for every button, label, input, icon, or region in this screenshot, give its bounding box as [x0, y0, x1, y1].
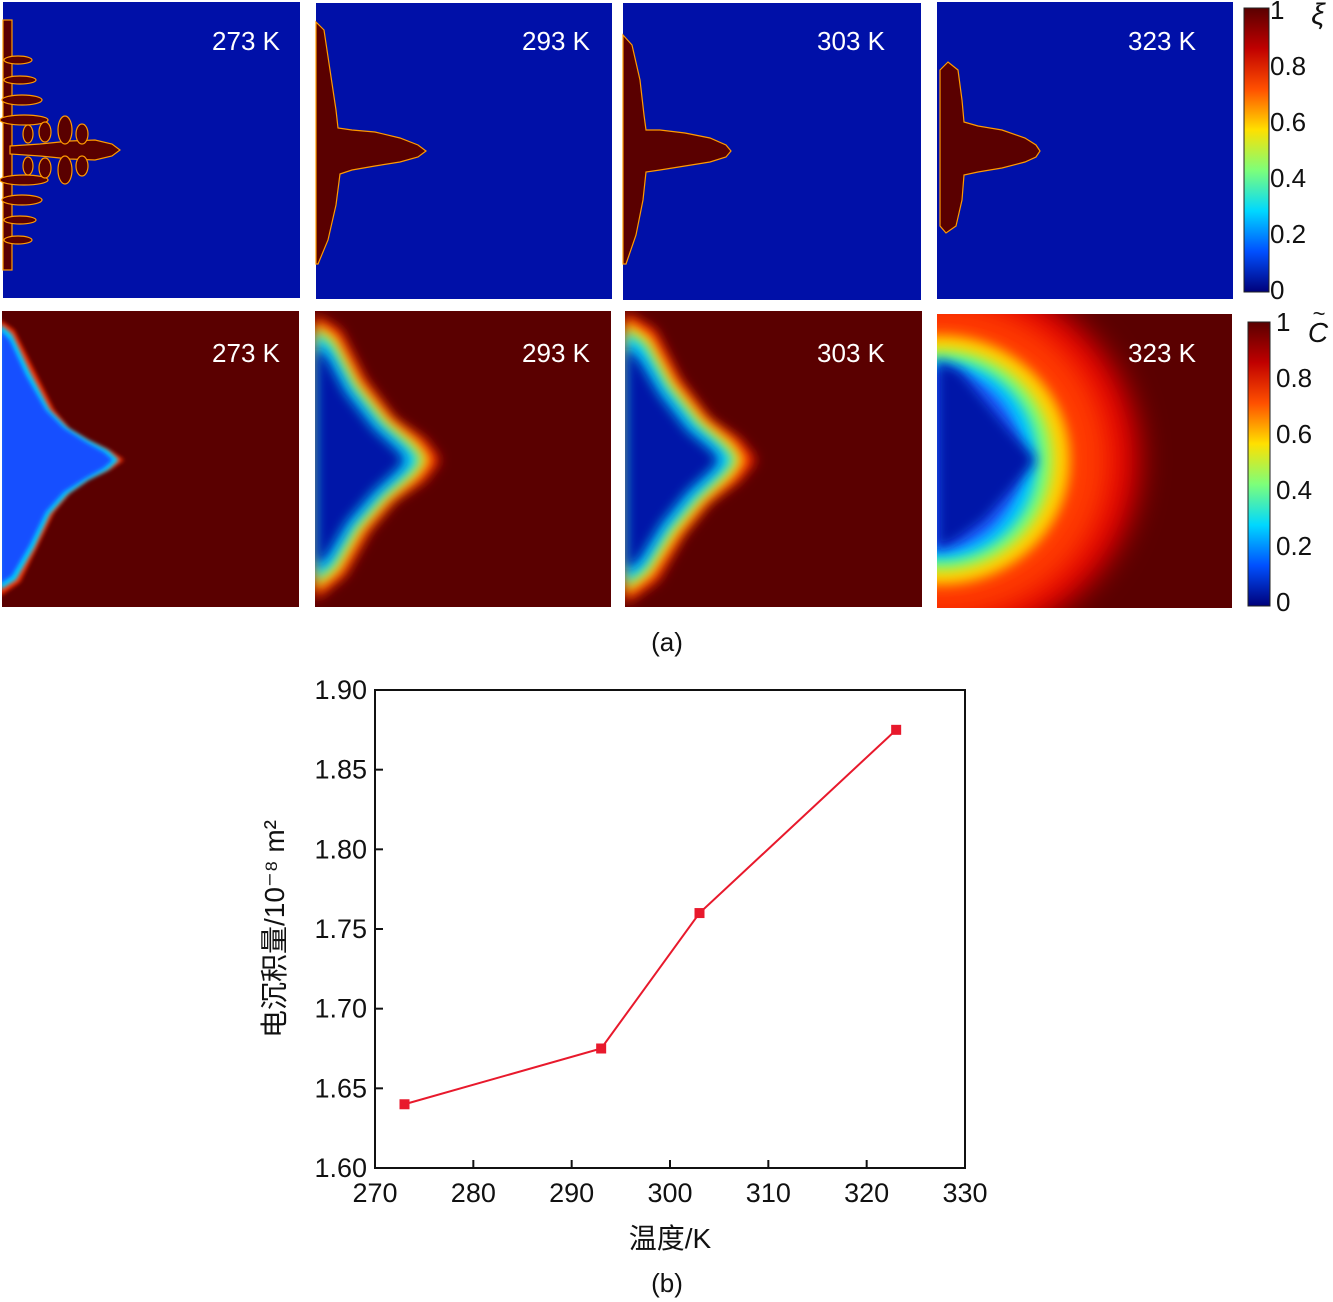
data-point	[891, 724, 902, 735]
y-tick-label: 1.70	[314, 994, 367, 1024]
y-tick-label: 1.65	[314, 1073, 367, 1103]
x-tick-label: 280	[451, 1178, 496, 1208]
data-point	[399, 1099, 410, 1110]
c-depletion-273	[2, 332, 113, 583]
xi-panel-293: 293 K	[315, 3, 612, 299]
xi-label-323: 323 K	[1128, 26, 1197, 56]
x-tick-label: 320	[844, 1178, 889, 1208]
x-tick-label: 270	[352, 1178, 397, 1208]
x-tick-label: 290	[549, 1178, 594, 1208]
c-colorbar-ticks: 1 0.8 0.6 0.4 0.2 0	[1276, 307, 1312, 617]
c-row: 273 K 293 K 303 K 323 K	[2, 311, 1232, 608]
y-tick-label: 1.85	[314, 755, 367, 785]
colorbar-tick-label: 0.2	[1276, 531, 1312, 561]
y-axis: 1.60 1.65 1.70 1.75 1.80 1.85 1.90	[314, 675, 383, 1183]
c-label-293: 293 K	[522, 338, 591, 368]
line-chart: 270 280 290 300 310 320 330 1.601.651.701.751.…	[259, 675, 988, 1254]
xi-colorbar: 1 0.8 0.6 0.4 0.2 0 ξ	[1243, 0, 1326, 305]
c-symbol-accent: ~	[1313, 301, 1326, 326]
c-panel-303: 303 K	[625, 311, 922, 607]
x-tick-label: 310	[746, 1178, 791, 1208]
colorbar-tick-label: 1	[1270, 0, 1284, 25]
data-point	[596, 1043, 607, 1054]
colorbar-tick-label: 0	[1276, 587, 1290, 617]
caption-b: (b)	[651, 1268, 683, 1298]
data-point	[694, 908, 705, 919]
series-polyline	[404, 729, 897, 1106]
xi-label-273: 273 K	[212, 26, 281, 56]
x-tick-label: 300	[647, 1178, 692, 1208]
y-axis-label: 电沉积量/10⁻⁸ m²	[259, 820, 290, 1038]
colorbar-tick-label: 1	[1276, 307, 1290, 337]
c-depletion-323	[937, 360, 1036, 550]
x-axis: 270 280 290 300 310 320 330	[352, 1160, 988, 1208]
c-depletion-293	[315, 345, 406, 568]
y-tick-label: 1.75	[314, 914, 367, 944]
c-symbol: C	[1308, 317, 1329, 348]
c-colorbar-gradient	[1247, 321, 1271, 607]
x-tick-label: 330	[942, 1178, 987, 1208]
caption-a: (a)	[651, 627, 683, 657]
colorbar-tick-label: 0.6	[1270, 107, 1306, 137]
c-depletion-303	[625, 345, 720, 572]
c-panel-273: 273 K	[2, 311, 299, 607]
y-tick-label: 1.80	[314, 834, 367, 864]
dendrite-293	[315, 20, 427, 265]
y-tick-label: 1.60	[314, 1153, 367, 1183]
xi-label-293: 293 K	[522, 26, 591, 56]
colorbar-tick-label: 0.4	[1276, 475, 1312, 505]
c-label-323: 323 K	[1128, 338, 1197, 368]
colorbar-tick-label: 0	[1270, 275, 1284, 305]
x-axis-label: 温度/K	[629, 1223, 712, 1254]
xi-panel-323: 323 K	[937, 2, 1233, 299]
c-panel-323: 323 K	[937, 314, 1232, 608]
dendrite-303	[622, 33, 732, 265]
xi-panel-273: 273 K	[0, 2, 300, 298]
c-panel-293: 293 K	[315, 311, 611, 607]
colorbar-tick-label: 0.6	[1276, 419, 1312, 449]
c-label-273: 273 K	[212, 338, 281, 368]
colorbar-tick-label: 0.8	[1270, 51, 1306, 81]
xi-label-303: 303 K	[817, 26, 886, 56]
colorbar-tick-label: 0.2	[1270, 219, 1306, 249]
dendrite-323	[939, 61, 1041, 234]
c-label-303: 303 K	[817, 338, 886, 368]
series-line	[399, 724, 902, 1110]
xi-row: 273 K 293 K 303 K 323 K	[0, 2, 1233, 300]
colorbar-tick-label: 0.4	[1270, 163, 1306, 193]
xi-colorbar-ticks: 1 0.8 0.6 0.4 0.2 0	[1270, 0, 1306, 305]
xi-colorbar-gradient	[1243, 7, 1270, 293]
dendrite-273	[0, 19, 121, 271]
xi-panel-303: 303 K	[622, 3, 921, 300]
xi-symbol: ξ	[1311, 0, 1326, 31]
y-tick-label: 1.90	[314, 675, 367, 705]
colorbar-tick-label: 0.8	[1276, 363, 1312, 393]
c-colorbar: 1 0.8 0.6 0.4 0.2 0 C ~	[1247, 301, 1329, 617]
plot-frame	[374, 689, 966, 1169]
